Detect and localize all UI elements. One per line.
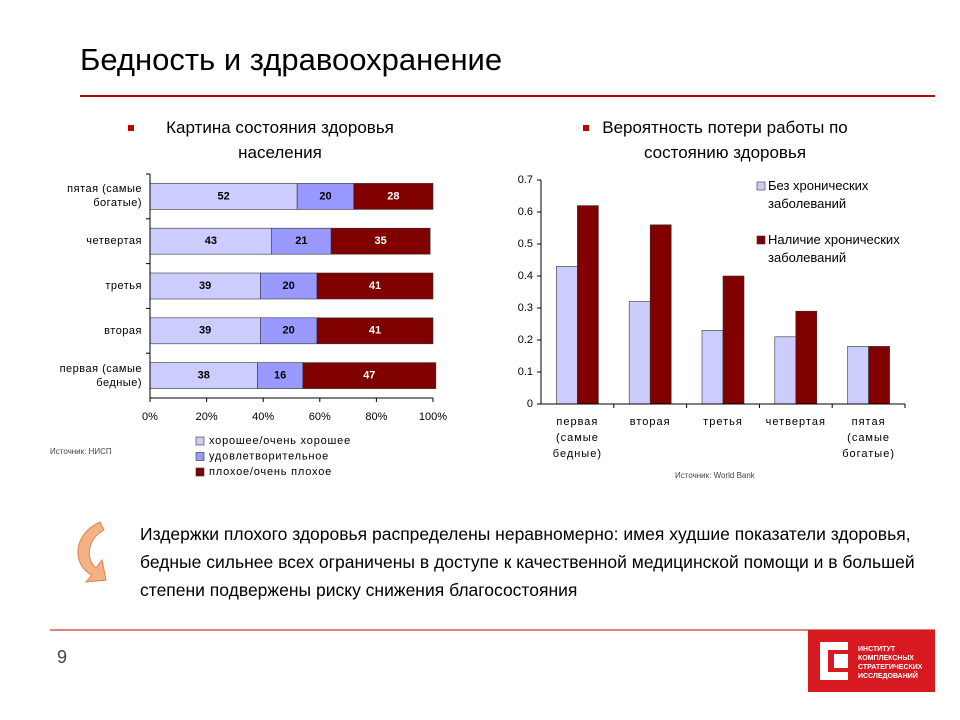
logo-text: СТРАТЕГИЧЕСКИХ: [858, 664, 923, 671]
y-tick-label: 0.5: [518, 238, 533, 250]
y-tick-label: 0.1: [518, 366, 533, 378]
legend-swatch: [756, 181, 766, 191]
data-label: 20: [283, 325, 295, 337]
bar: [556, 266, 578, 405]
logo-text: КОМПЛЕКСНЫХ: [858, 655, 914, 662]
data-label: 16: [274, 370, 286, 382]
y-tick-label: 0.3: [518, 302, 533, 314]
logo-box: [808, 630, 935, 692]
bar: [577, 205, 599, 405]
bar: [628, 301, 651, 405]
x-tick-label: пятая (самые богатые): [842, 416, 895, 460]
x-tick-label: 40%: [252, 411, 274, 423]
data-label: 39: [199, 325, 211, 337]
bullet: [583, 125, 589, 131]
bar-segment: [353, 183, 434, 210]
slide-title: Бедность и здравоохранение: [80, 42, 503, 77]
logo-icon: [820, 642, 848, 680]
data-label: 41: [369, 325, 381, 337]
data-label: 38: [198, 370, 210, 382]
legend-label: плохое/очень плохое: [209, 466, 332, 478]
chart-title: Картина состояния здоровья населения: [166, 118, 394, 162]
y-tick-label: 0.6: [518, 206, 533, 218]
x-tick-label: 80%: [365, 411, 387, 423]
x-tick-label: третья: [703, 416, 743, 428]
y-tick-label: пятая (самые богатые): [67, 183, 142, 210]
bar: [649, 224, 672, 405]
bar-segment: [149, 272, 261, 300]
legend-label: удовлетворительное: [209, 450, 329, 462]
legend-label: Без хронических заболеваний: [768, 178, 869, 211]
x-tick-label: 20%: [196, 411, 218, 423]
bullet: [128, 125, 134, 131]
x-tick-label: вторая: [629, 416, 671, 428]
x-tick-label: четвертая: [765, 416, 826, 428]
y-tick-label: 0: [527, 398, 533, 410]
chart-title: Вероятность потери работы по состоянию з…: [602, 118, 848, 162]
bar: [795, 310, 818, 405]
bar: [701, 330, 724, 405]
bar-segment: [302, 362, 437, 389]
source: Источник: НИСП: [50, 447, 112, 456]
y-tick-label: 0.4: [518, 270, 533, 282]
data-label: 41: [369, 280, 381, 292]
y-tick-label: 0.2: [518, 334, 533, 346]
y-tick-label: четвертая: [86, 235, 142, 248]
bar-segment: [149, 227, 272, 255]
source: Источник: World Bank: [675, 471, 755, 480]
bar-segment: [316, 272, 434, 300]
legend-label: хорошее/очень хорошее: [209, 435, 351, 447]
y-tick-label: вторая: [104, 324, 142, 337]
y-tick-label: первая (самые бедные): [59, 362, 142, 389]
y-tick-label: 0.7: [518, 174, 533, 186]
data-label: 35: [375, 235, 387, 247]
arrow-icon: [77, 521, 107, 583]
x-tick-label: 0%: [142, 411, 158, 423]
bar-segment: [271, 227, 332, 255]
page-number: 9: [57, 647, 68, 667]
note: Издержки плохого здоровья распределены н…: [140, 524, 915, 600]
data-label: 47: [363, 370, 375, 382]
bar-segment: [260, 317, 318, 345]
logo-text: ИССЛЕДОВАНИЙ: [858, 671, 918, 680]
bar: [722, 275, 745, 405]
bar-segment: [330, 227, 431, 255]
data-label: 20: [319, 190, 331, 202]
logo-text: ИНСТИТУТ: [858, 646, 896, 653]
data-label: 20: [283, 280, 295, 292]
data-label: 43: [205, 235, 217, 247]
x-tick-label: 100%: [419, 411, 447, 423]
data-label: 21: [295, 235, 307, 247]
legend-swatch: [195, 436, 205, 446]
data-label: 28: [387, 190, 399, 202]
data-label: 39: [199, 280, 211, 292]
bar: [847, 346, 869, 405]
legend-swatch: [195, 467, 205, 477]
x-tick-label: 60%: [309, 411, 331, 423]
legend-swatch: [195, 452, 205, 461]
data-label: 52: [217, 190, 229, 202]
x-tick-label: первая (самые бедные): [552, 416, 602, 460]
bar-segment: [296, 183, 355, 210]
bar: [774, 336, 797, 405]
bar: [868, 346, 890, 405]
bar-segment: [149, 183, 298, 210]
legend-label: Наличие хронических заболеваний: [768, 232, 900, 265]
bar-segment: [316, 317, 434, 345]
y-tick-label: третья: [105, 280, 142, 292]
legend-swatch: [756, 235, 766, 245]
